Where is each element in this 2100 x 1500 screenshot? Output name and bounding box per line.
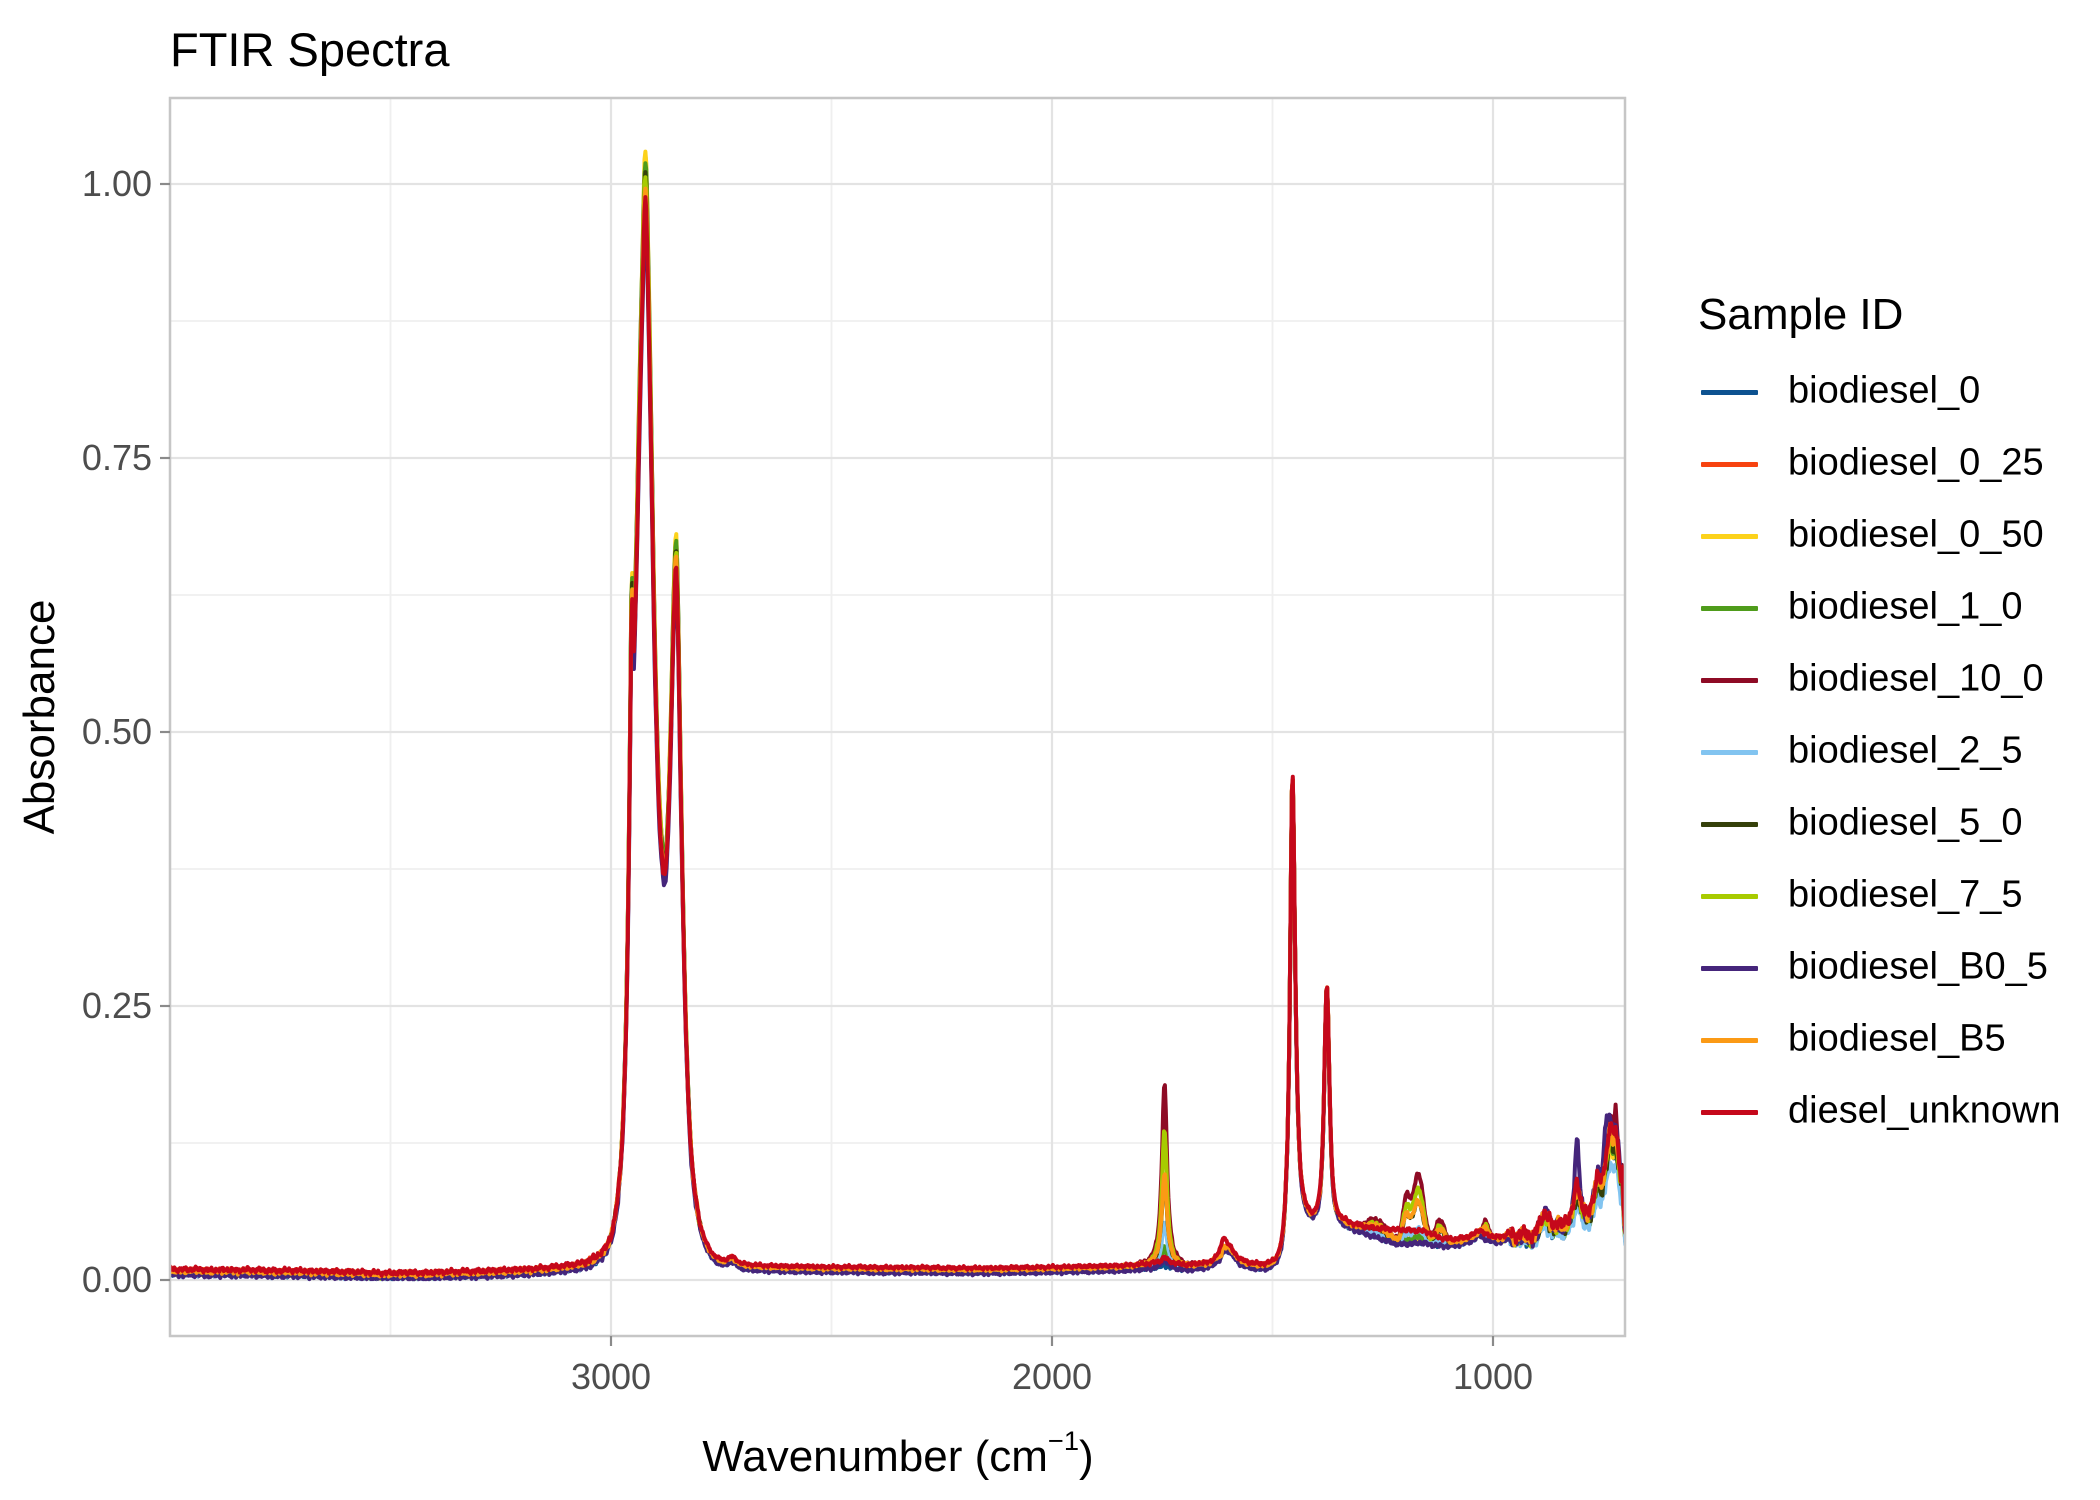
legend-swatch-biodiesel_B0_5: [1701, 966, 1758, 971]
legend-swatch-biodiesel_0_50: [1701, 534, 1758, 539]
legend-item-label-biodiesel_5_0: biodiesel_5_0: [1788, 801, 2023, 844]
legend-swatch-biodiesel_10_0: [1701, 678, 1758, 683]
legend-swatch-biodiesel_2_5: [1701, 750, 1758, 755]
legend-title: Sample ID: [1698, 290, 1904, 339]
legend-swatch-biodiesel_1_0: [1701, 606, 1758, 611]
legend-swatch-biodiesel_0: [1701, 390, 1758, 395]
legend-swatch-biodiesel_B5: [1701, 1038, 1758, 1043]
spectrum-line-biodiesel_2_5: [170, 179, 1625, 1282]
legend-item-label-biodiesel_B0_5: biodiesel_B0_5: [1788, 945, 2048, 988]
legend-swatch-biodiesel_5_0: [1701, 822, 1758, 827]
legend-item-label-biodiesel_2_5: biodiesel_2_5: [1788, 729, 2023, 772]
legend-swatch-biodiesel_7_5: [1701, 894, 1758, 899]
plot-title: FTIR Spectra: [170, 23, 450, 76]
x-tick-label-2000: 2000: [1011, 1356, 1093, 1397]
x-axis-title-superscript: −1: [1047, 1425, 1079, 1457]
legend-swatch-biodiesel_0_25: [1701, 462, 1758, 467]
y-tick-label-0.25: 0.25: [81, 985, 152, 1026]
x-axis-title-suffix: ): [1079, 1431, 1094, 1481]
spectrum-line-biodiesel_7_5: [170, 175, 1625, 1281]
spectrum-line-biodiesel_1_0: [170, 161, 1625, 1282]
y-tick-label-0.75: 0.75: [81, 437, 152, 478]
spectrum-line-biodiesel_10_0: [170, 193, 1625, 1280]
legend-swatch-diesel_unknown: [1701, 1110, 1758, 1115]
spectrum-line-biodiesel_0: [170, 152, 1625, 1282]
spectrum-line-diesel_unknown: [170, 195, 1625, 1278]
x-axis-title: Wavenumber (cm−1): [702, 1425, 1094, 1482]
y-tick-label-0.50: 0.50: [81, 711, 152, 752]
legend-item-label-biodiesel_B5: biodiesel_B5: [1788, 1017, 2006, 1060]
legend-item-label-biodiesel_7_5: biodiesel_7_5: [1788, 873, 2023, 916]
legend-item-label-biodiesel_0_50: biodiesel_0_50: [1788, 513, 2044, 556]
legend-item-label-biodiesel_10_0: biodiesel_10_0: [1788, 657, 2044, 700]
legend-item-label-biodiesel_1_0: biodiesel_1_0: [1788, 585, 2023, 628]
spectrum-line-biodiesel_B0_5: [170, 215, 1625, 1282]
legend-item-label-biodiesel_0: biodiesel_0: [1788, 369, 1981, 412]
x-axis-title-text: Wavenumber (cm: [702, 1431, 1048, 1481]
legend-item-label-diesel_unknown: diesel_unknown: [1788, 1089, 2061, 1132]
panel-border: [168, 96, 1627, 1338]
y-tick-label-0.00: 0.00: [81, 1259, 152, 1300]
y-tick-label-1.00: 1.00: [81, 163, 152, 204]
legend-item-label-biodiesel_0_25: biodiesel_0_25: [1788, 441, 2044, 484]
x-tick-label-1000: 1000: [1452, 1356, 1534, 1397]
spectrum-line-biodiesel_5_0: [170, 170, 1625, 1281]
x-tick-label-3000: 3000: [570, 1356, 652, 1397]
